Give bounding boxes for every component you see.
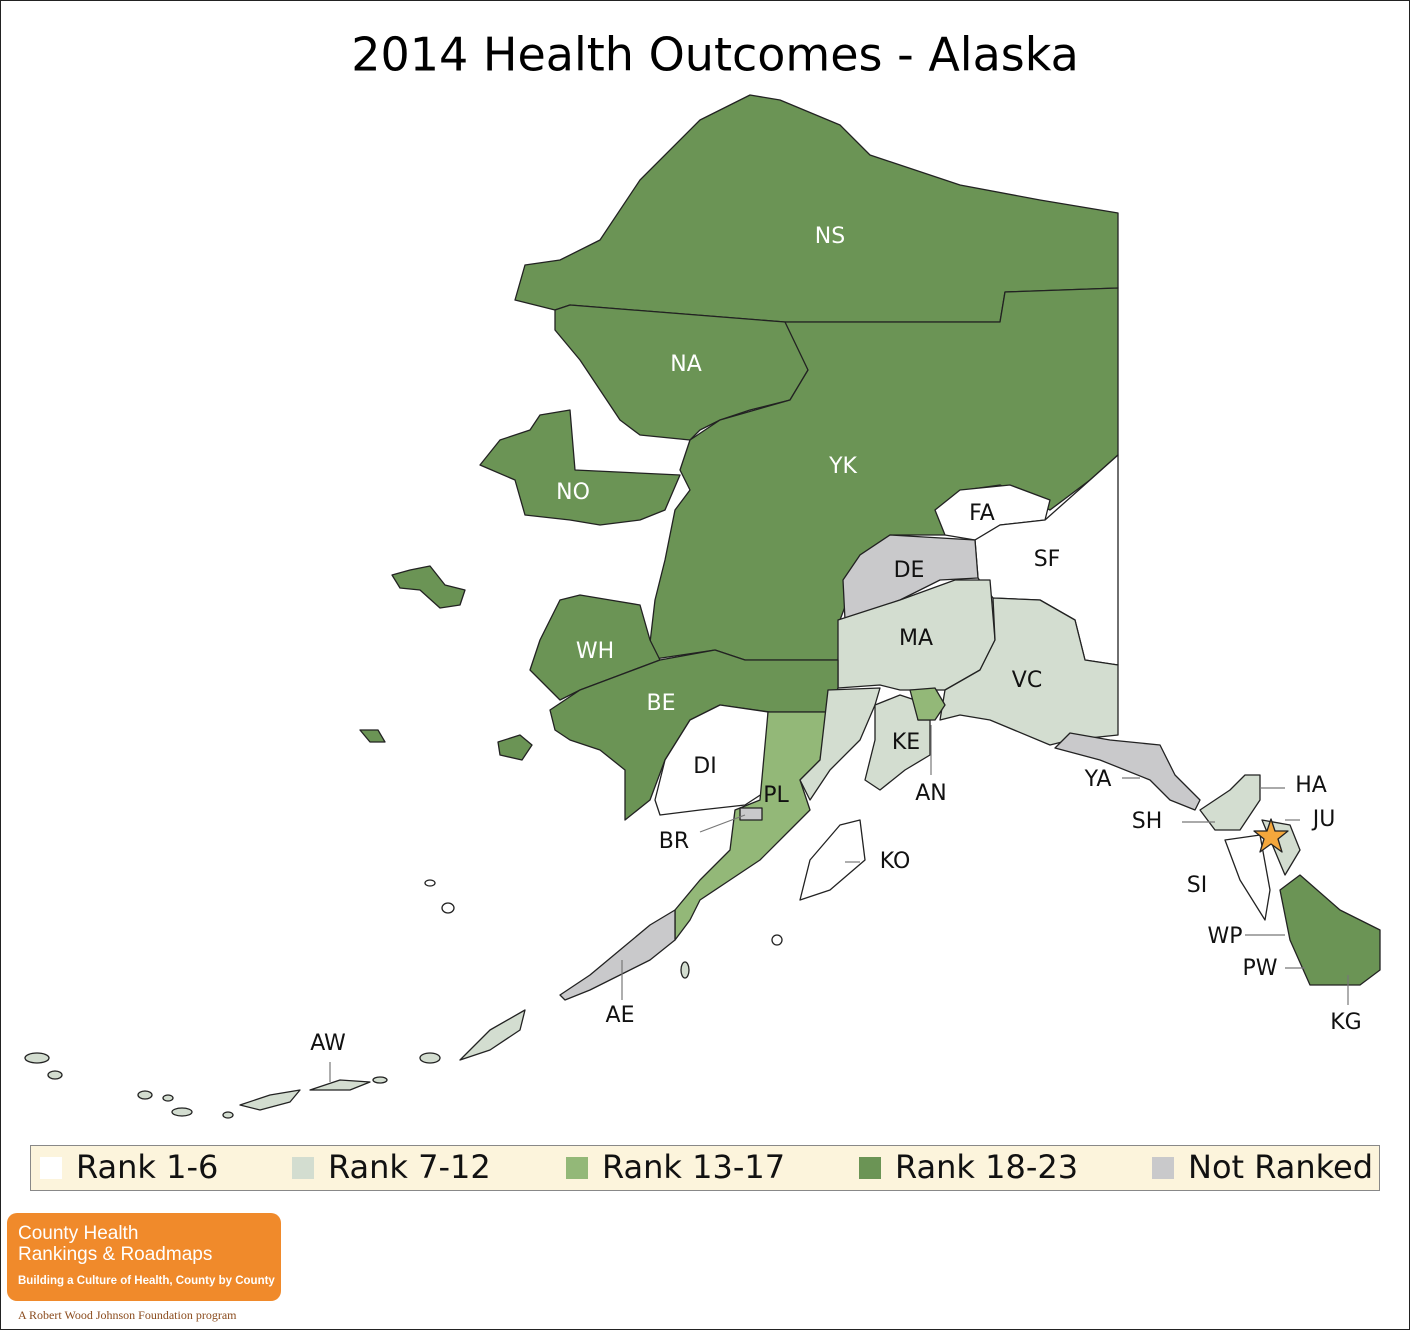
region bbox=[739, 807, 763, 821]
logo-text: Rankings & Roadmaps bbox=[18, 1244, 212, 1265]
region-label: NO bbox=[556, 480, 590, 505]
island bbox=[47, 1070, 63, 1080]
legend-label: Rank 7-12 bbox=[328, 1148, 491, 1186]
labels: NS NA YK NO FA SF DE MA VC WH BE DI KE A… bbox=[310, 224, 1362, 1056]
island bbox=[391, 565, 466, 609]
region-label: AN bbox=[915, 781, 947, 806]
region bbox=[1279, 874, 1381, 986]
legend-swatch bbox=[40, 1157, 62, 1179]
island bbox=[359, 729, 386, 743]
legend-label: Rank 1-6 bbox=[76, 1148, 218, 1186]
island bbox=[372, 1076, 388, 1084]
region bbox=[1224, 834, 1271, 921]
region-label: YK bbox=[828, 454, 857, 479]
region-label: YA bbox=[1084, 767, 1112, 792]
island bbox=[680, 961, 690, 979]
legend-swatch bbox=[1152, 1157, 1174, 1179]
leaders bbox=[329, 725, 1349, 1082]
region-label: AE bbox=[606, 1003, 635, 1028]
region-label: BE bbox=[647, 691, 676, 716]
island bbox=[771, 934, 783, 946]
region bbox=[654, 704, 769, 816]
island bbox=[424, 879, 436, 887]
region-label: KG bbox=[1330, 1010, 1361, 1035]
island bbox=[239, 1089, 301, 1111]
region-label: SI bbox=[1187, 873, 1207, 898]
region bbox=[1054, 732, 1201, 811]
legend: Rank 1-6 Rank 7-12 Rank 13-17 Rank 18-23 Not… bbox=[30, 1145, 1380, 1191]
legend-swatch bbox=[292, 1157, 314, 1179]
region bbox=[909, 687, 946, 721]
region-label: KE bbox=[892, 730, 920, 755]
region-label: KO bbox=[880, 849, 911, 874]
region-label: PW bbox=[1242, 956, 1277, 981]
region-label: DI bbox=[693, 754, 716, 779]
region-label: AW bbox=[310, 1031, 346, 1056]
region bbox=[479, 409, 681, 526]
logo-tagline: Building a Culture of Health, County by … bbox=[18, 1275, 275, 1287]
island bbox=[309, 1079, 371, 1091]
island bbox=[137, 1090, 153, 1100]
region-label: MA bbox=[899, 626, 933, 651]
legend-label: Rank 13-17 bbox=[602, 1148, 785, 1186]
region-label: BR bbox=[659, 829, 689, 854]
logo-text: County Health bbox=[18, 1223, 138, 1244]
legend-swatch bbox=[859, 1157, 881, 1179]
island bbox=[441, 902, 455, 914]
island bbox=[459, 1009, 526, 1061]
region-label: FA bbox=[969, 501, 995, 526]
region-label: WP bbox=[1207, 924, 1242, 949]
region-label: JU bbox=[1311, 807, 1336, 832]
island bbox=[497, 734, 533, 761]
legend-swatch bbox=[566, 1157, 588, 1179]
legend-label: Rank 18-23 bbox=[895, 1148, 1078, 1186]
region-label: SH bbox=[1132, 809, 1163, 834]
region bbox=[939, 597, 1119, 746]
region-label: SF bbox=[1034, 547, 1061, 572]
capital-star bbox=[1253, 818, 1289, 853]
title: 2014 Health Outcomes - Alaska bbox=[351, 28, 1079, 82]
region-label: WH bbox=[576, 639, 614, 664]
logo-badge bbox=[7, 1213, 281, 1301]
island bbox=[419, 1052, 441, 1064]
region bbox=[559, 909, 676, 1001]
island bbox=[222, 1111, 234, 1119]
island bbox=[162, 1094, 174, 1102]
legend-label: Not Ranked bbox=[1188, 1148, 1373, 1186]
region-label: NS bbox=[815, 224, 845, 249]
region bbox=[529, 594, 661, 701]
region-label: VC bbox=[1012, 668, 1042, 693]
map bbox=[24, 94, 1381, 1119]
island bbox=[24, 1052, 50, 1064]
region-label: PL bbox=[763, 783, 789, 808]
region-label: DE bbox=[894, 558, 925, 583]
logo-program: A Robert Wood Johnson Foundation program bbox=[18, 1308, 237, 1322]
island bbox=[171, 1107, 193, 1117]
region bbox=[799, 819, 866, 901]
leader-line bbox=[699, 814, 746, 833]
region-label: HA bbox=[1295, 773, 1327, 798]
region-label: NA bbox=[670, 352, 702, 377]
region bbox=[799, 687, 881, 801]
region bbox=[864, 694, 931, 791]
